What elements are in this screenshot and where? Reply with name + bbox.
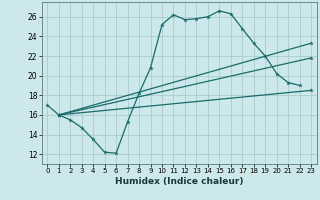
X-axis label: Humidex (Indice chaleur): Humidex (Indice chaleur)	[115, 177, 244, 186]
